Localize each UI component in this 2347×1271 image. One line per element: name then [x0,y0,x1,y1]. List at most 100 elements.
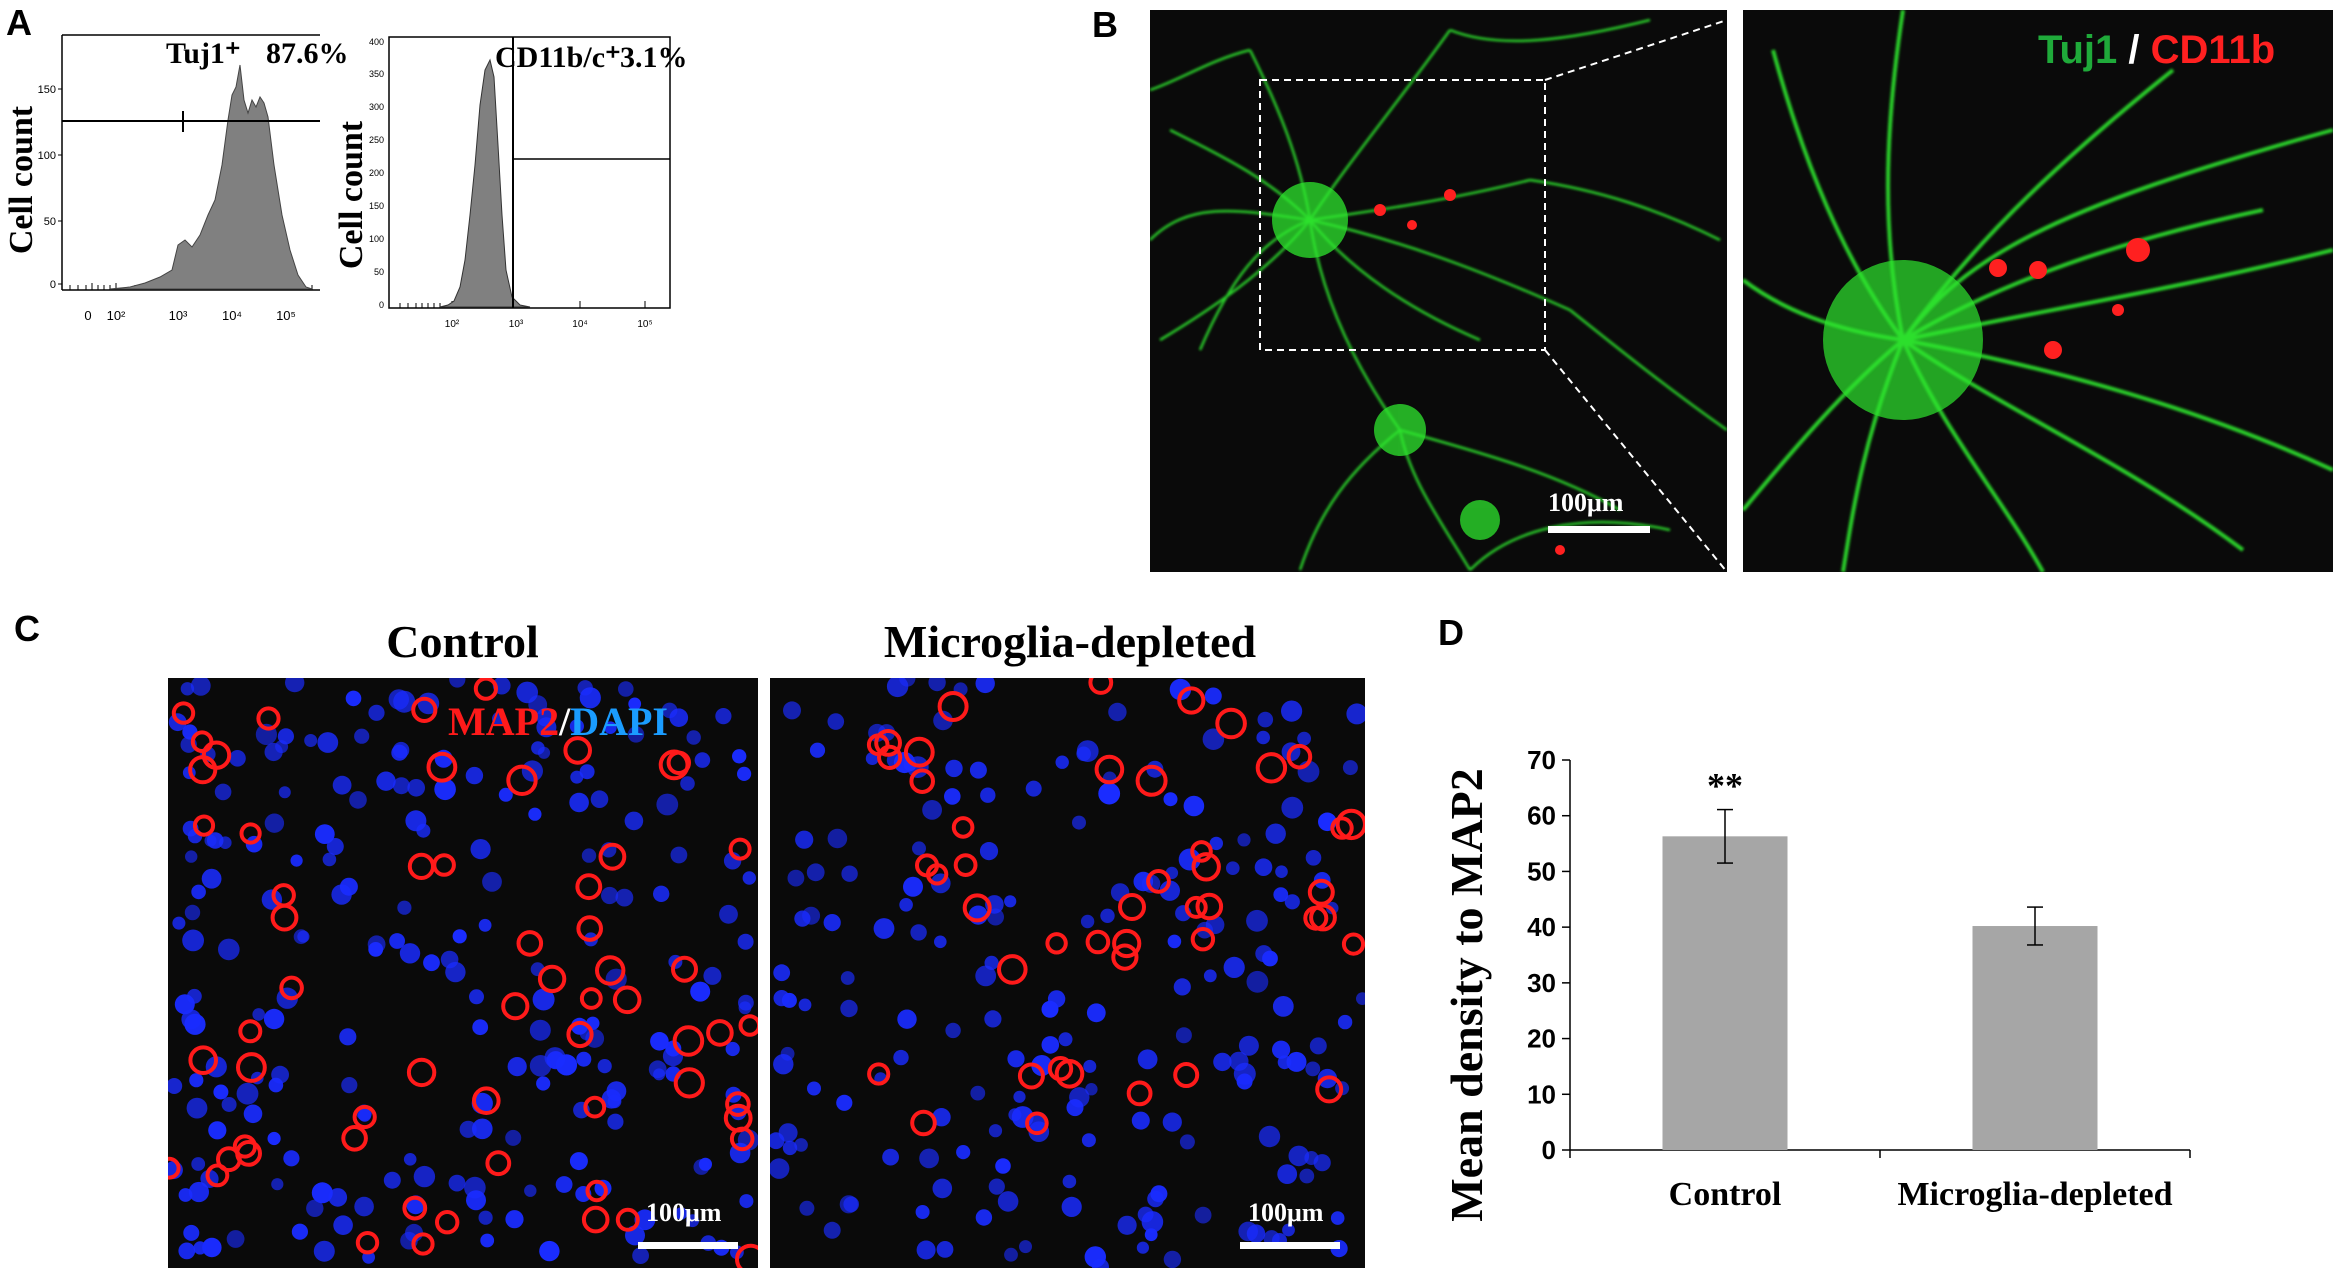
y-tick-label: 0 [1542,1135,1556,1165]
map2-neuron [666,750,691,776]
dapi-nucleus [1041,1000,1059,1018]
dapi-nucleus [306,1199,324,1217]
dapi-nucleus [539,1240,560,1262]
dapi-nucleus [1008,1108,1022,1122]
dapi-nucleus [507,1057,527,1077]
map2-neuron [1330,816,1354,840]
h2-ytick: 200 [369,168,384,178]
dapi-nucleus [1305,1061,1321,1077]
dapi-nucleus [782,1140,798,1156]
dapi-nucleus [1062,1174,1077,1189]
dapi-nucleus [632,1247,649,1264]
dapi-nucleus [184,904,201,921]
dapi-nucleus [528,807,542,821]
y-axis-label: Mean density to MAP2 [1441,768,1492,1222]
dapi-nucleus [1213,1052,1232,1072]
dapi-nucleus [243,1104,263,1124]
dapi-nucleus [293,929,309,945]
dapi-nucleus [787,869,805,887]
dapi-nucleus [285,678,305,693]
dapi-nucleus [206,832,224,849]
map2-neuron [909,768,935,794]
dapi-nucleus [1286,1051,1307,1072]
dapi-nucleus [1041,1036,1060,1054]
dapi-nucleus [806,863,825,882]
dapi-nucleus [980,787,996,803]
map2-neuron [1255,752,1288,784]
dapi-nucleus [459,1120,477,1138]
depleted-map2-micrograph: 100μm [770,678,1365,1268]
dapi-nucleus [1226,861,1240,875]
dapi-nucleus [180,682,195,696]
map2-neuron [1286,743,1313,770]
legend-cd11b: CD11b [2150,28,2276,72]
map2-neuron [168,1156,181,1180]
map2-neuron [575,873,603,901]
map2-neuron [579,987,603,1010]
map2-neuron [877,744,903,771]
dapi-nucleus [823,1221,841,1239]
dapi-nucleus [737,766,752,781]
histogram-cd11b: Cell count 0 50 100 150 200 250 300 350 … [333,36,688,330]
dapi-nucleus [1175,1027,1192,1044]
dapi-nucleus [601,886,619,905]
dapi-nucleus [1080,914,1095,929]
map2-neuron [1309,903,1337,932]
dapi-nucleus [1337,1014,1353,1030]
map2-neuron [671,955,698,983]
map2-neuron [1190,927,1216,952]
dapi-nucleus [576,1051,592,1067]
map2-neuron [728,837,752,861]
dapi-nucleus [1238,1221,1258,1242]
tuj1-cd11b-micrograph: 100μm [1150,10,1727,572]
microglia-dot [1555,545,1565,555]
dapi-nucleus [291,1223,308,1240]
map2-neuron [239,822,262,845]
dapi-nucleus [1183,795,1205,817]
dapi-nucleus [191,1157,206,1171]
dapi-nucleus [715,708,732,725]
dapi-nucleus [168,1078,183,1094]
legend-b: Tuj1 / CD11b [2038,28,2275,73]
dapi-nucleus [1167,934,1182,949]
scalebar-label-b: 100μm [1548,488,1624,517]
map2-neuron [1191,852,1221,882]
panel-a-letter: A [6,2,32,43]
dapi-nucleus [524,1184,537,1197]
dapi-nucleus [1342,760,1358,776]
tuj1-cd11b-zoom-micrograph: Tuj1 / CD11b [1743,10,2333,572]
microglia-dot [1407,220,1417,230]
dapi-nucleus [650,1032,669,1051]
dapi-nucleus [264,813,285,833]
dapi-nucleus [807,1081,821,1096]
dapi-nucleus [823,914,841,932]
map2-neuron [1054,1059,1085,1089]
dapi-nucleus [392,777,410,795]
map2-neuron [411,696,438,723]
dapi-nucleus [1330,1211,1345,1225]
map2-neuron [1341,932,1365,956]
dapi-nucleus [988,1124,1003,1138]
dapi-nucleus [354,1196,374,1217]
map2-neuron [506,764,538,797]
dapi-nucleus [236,1082,259,1105]
dapi-nucleus [505,1129,522,1146]
map2-neuron [1085,929,1111,955]
dapi-nucleus [984,1010,1002,1028]
dapi-nucleus [1173,978,1191,996]
dapi-nucleus [770,1158,790,1179]
dapi-nucleus [975,1209,993,1226]
dapi-nucleus [648,1060,667,1079]
dapi-nucleus [1246,970,1269,993]
map2-neuron [271,883,296,908]
dapi-nucleus [778,1123,798,1143]
dapi-nucleus [1007,1050,1025,1068]
dapi-nucleus [283,1150,300,1167]
map2-neuron [1135,764,1168,797]
dapi-nucleus [997,1191,1019,1212]
map2-neuron [729,1126,755,1152]
map2-neuron [216,1146,242,1173]
legend-separator: / [2128,28,2140,72]
y-tick-label: 40 [1527,912,1556,942]
map2-neuron [595,955,626,986]
